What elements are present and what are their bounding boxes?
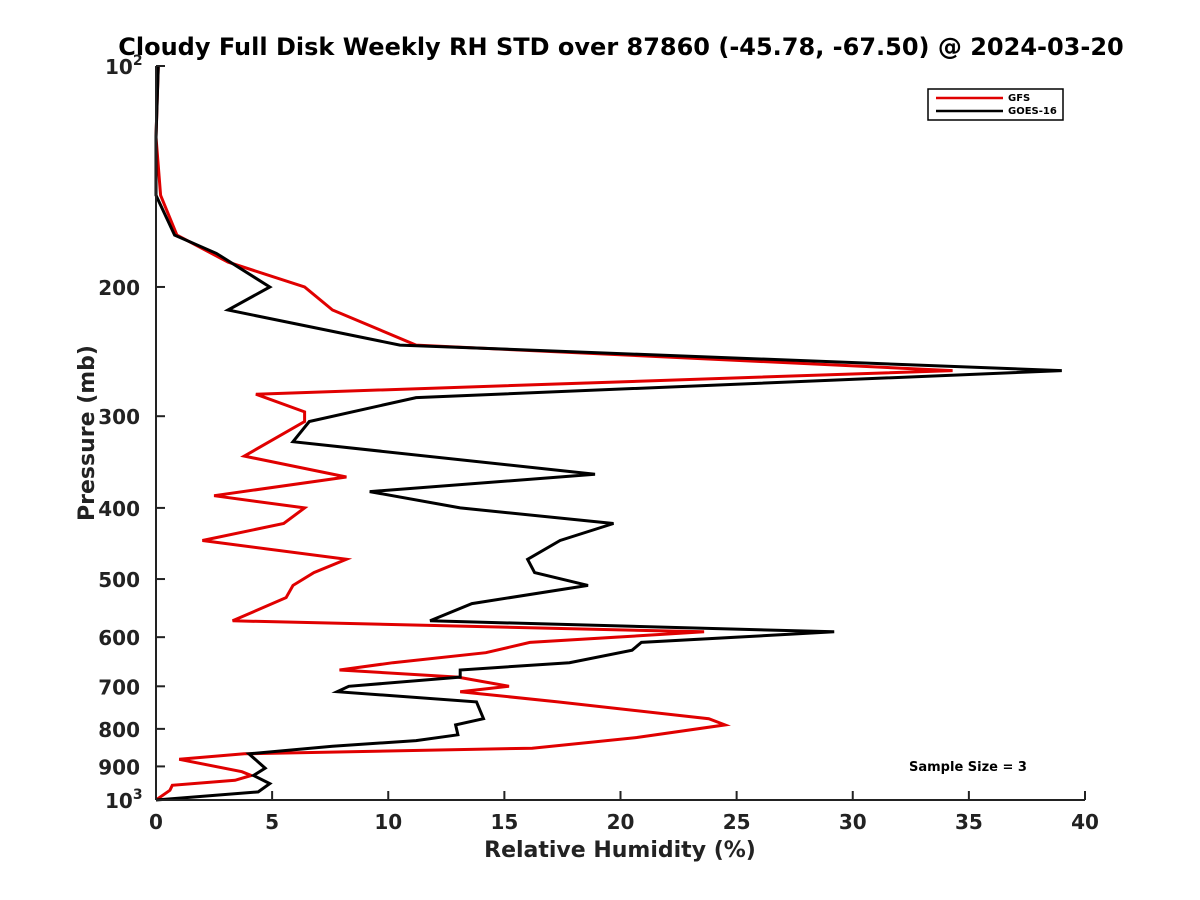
y-tick-label: 600	[98, 626, 140, 650]
x-axis-ticks: 0 5 10 15 20 25 30 35 40	[149, 791, 1099, 834]
legend-label-gfs: GFS	[1008, 93, 1030, 104]
x-tick-label: 10	[374, 810, 402, 834]
y-tick-label: 400	[98, 497, 140, 521]
y-tick-label: 300	[98, 405, 140, 429]
x-tick-label: 30	[839, 810, 867, 834]
y-tick-exponent: 3	[133, 787, 143, 803]
plot-lines	[154, 65, 1062, 802]
legend-box	[927, 88, 1064, 121]
x-tick-label: 40	[1071, 810, 1099, 834]
chart-title: Cloudy Full Disk Weekly RH STD over 8786…	[118, 33, 1124, 61]
x-tick-label: 0	[149, 810, 163, 834]
y-tick-label: 700	[98, 675, 140, 699]
x-tick-label: 20	[607, 810, 635, 834]
legend-label-goes16: GOES-16	[1008, 106, 1057, 117]
y-tick-exponent: 2	[133, 53, 143, 69]
y-axis-label: Pressure (mb)	[75, 345, 100, 521]
legend: GFS GOES-16	[927, 88, 1064, 121]
x-tick-label: 35	[955, 810, 983, 834]
y-tick-label: 900	[98, 755, 140, 779]
y-tick-label: 800	[98, 718, 140, 742]
x-tick-label: 5	[265, 810, 279, 834]
y-tick-label: 500	[98, 568, 140, 592]
x-tick-label: 25	[723, 810, 751, 834]
y-tick-label: 200	[98, 276, 140, 300]
series-line-goes16	[154, 65, 1062, 802]
x-axis-label: Relative Humidity (%)	[484, 838, 756, 863]
x-tick-label: 15	[490, 810, 518, 834]
sample-size-annotation: Sample Size = 3	[909, 760, 1027, 775]
